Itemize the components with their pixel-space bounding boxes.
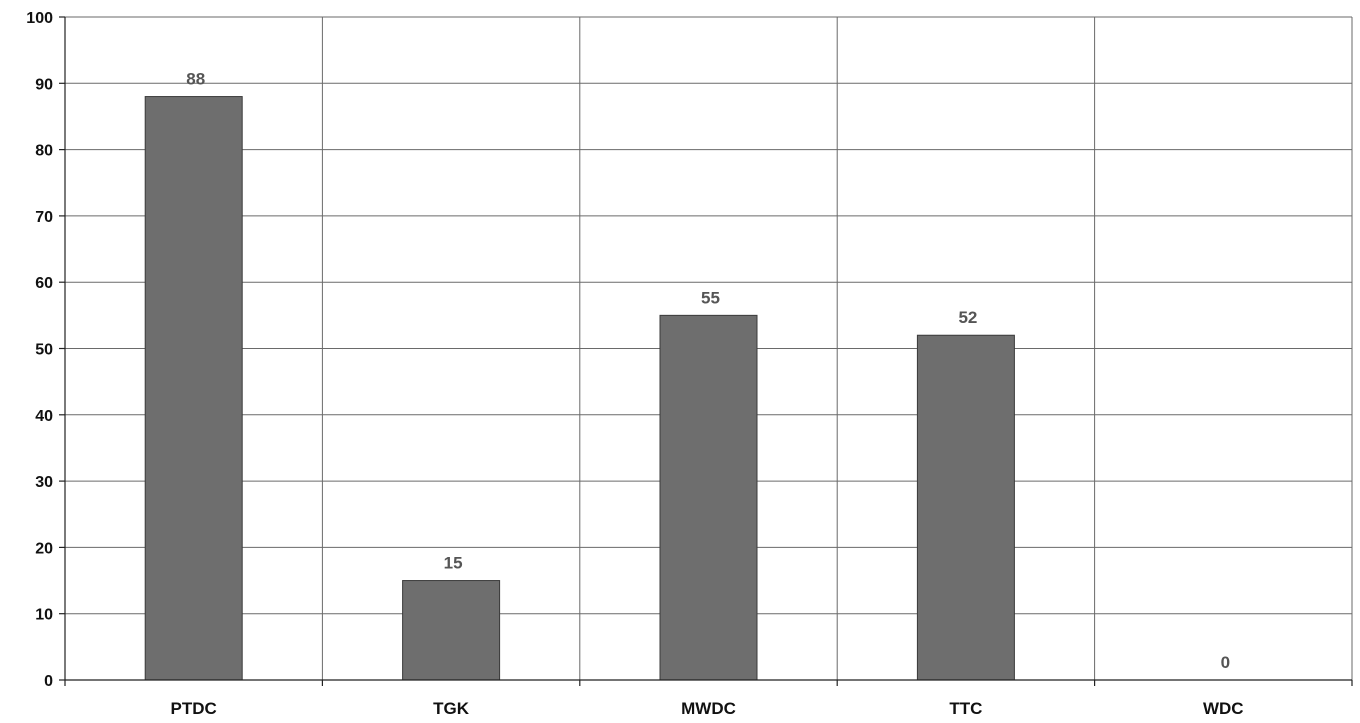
axes [59, 16, 1353, 686]
y-tick-label: 20 [35, 540, 53, 557]
y-tick-label: 30 [35, 474, 53, 491]
bar-ptdc [144, 96, 243, 681]
y-tick-label: 50 [35, 342, 53, 359]
x-tick-label-tgk: TGK [433, 699, 470, 718]
y-tick-label: 80 [35, 143, 53, 160]
y-tick-label: 40 [35, 408, 53, 425]
x-tick-label-mwdc: MWDC [681, 699, 736, 718]
data-label-tgk: 15 [444, 554, 463, 573]
data-label-ttc: 52 [958, 308, 977, 327]
bar-tgk [402, 580, 501, 681]
x-tick-label-wdc: WDC [1203, 699, 1244, 718]
data-label-mwdc: 55 [701, 288, 720, 307]
data-label-wdc: 0 [1221, 653, 1230, 672]
x-tick-label-ptdc: PTDC [171, 699, 217, 718]
y-tick-label: 100 [26, 10, 53, 27]
y-tick-label: 0 [44, 673, 53, 690]
y-tick-label: 90 [35, 76, 53, 93]
y-tick-labels: 0 10 20 30 40 50 60 70 80 90 100 [26, 10, 53, 690]
data-labels: 88 15 55 52 0 [186, 70, 1230, 672]
data-label-ptdc: 88 [186, 70, 205, 89]
x-tick-label-ttc: TTC [949, 699, 982, 718]
y-tick-label: 10 [35, 607, 53, 624]
x-tick-labels: PTDC TGK MWDC TTC WDC [171, 699, 1244, 718]
bars [144, 96, 1015, 681]
bar-ttc [916, 334, 1015, 681]
y-tick-label: 70 [35, 209, 53, 226]
bar-mwdc [659, 314, 758, 681]
y-tick-label: 60 [35, 275, 53, 292]
